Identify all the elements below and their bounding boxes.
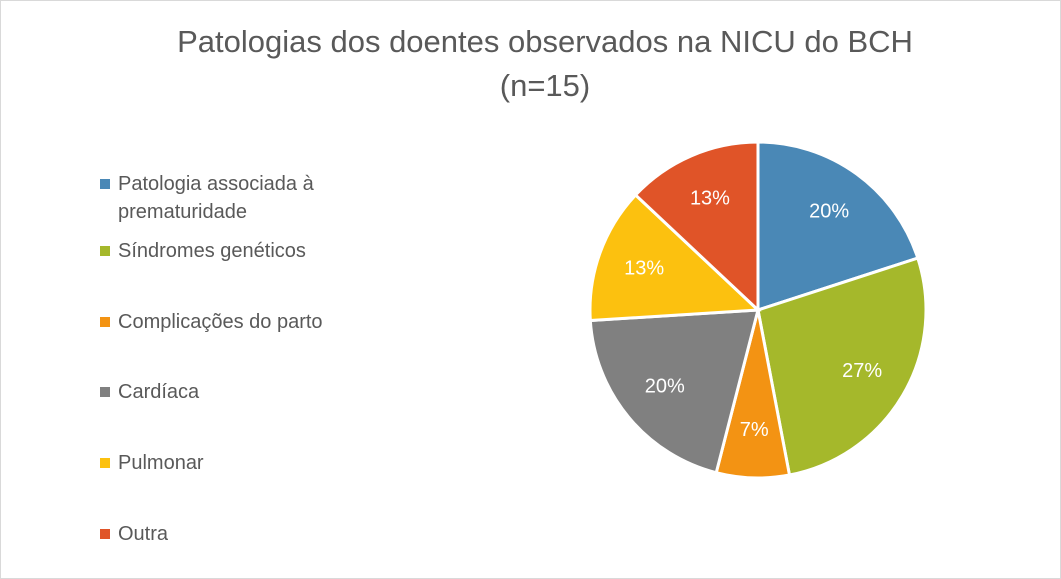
legend-swatch xyxy=(100,387,110,397)
legend-item: Complicações do parto xyxy=(100,308,378,336)
pie-slice xyxy=(588,192,762,323)
legend-label: Patologia associada à prematuridade xyxy=(118,173,314,223)
slice-label: 20% xyxy=(809,200,849,222)
legend-item: Síndromes genéticos xyxy=(100,237,378,265)
legend-item: Outra xyxy=(100,520,378,548)
slice-label: 13% xyxy=(624,257,664,279)
pie-slice xyxy=(756,256,928,477)
legend-swatch xyxy=(100,458,110,468)
legend-swatch xyxy=(100,317,110,327)
legend-item: Pulmonar xyxy=(100,449,378,477)
legend-swatch xyxy=(100,246,110,256)
legend-label: Síndromes genéticos xyxy=(118,240,306,262)
pie-slice xyxy=(588,308,760,475)
legend-swatch xyxy=(100,179,110,189)
legend-label: Cardíaca xyxy=(118,381,200,403)
legend-item: Cardíaca xyxy=(100,378,378,406)
legend-label: Pulmonar xyxy=(118,452,204,474)
slice-label: 27% xyxy=(842,360,882,382)
legend-label: Outra xyxy=(118,523,169,545)
slice-label: 20% xyxy=(645,375,685,397)
legend-swatch xyxy=(100,529,110,539)
legend-label: Complicações do parto xyxy=(118,311,323,333)
chart-title: Patologias dos doentes observados na NIC… xyxy=(177,24,913,59)
slice-label: 13% xyxy=(690,187,730,209)
slice-label: 7% xyxy=(740,419,769,441)
legend-item: Patologia associada à prematuridade xyxy=(100,170,378,226)
pie-slice xyxy=(633,140,760,314)
chart-title: (n=15) xyxy=(500,68,590,103)
pie-slice xyxy=(756,140,920,313)
